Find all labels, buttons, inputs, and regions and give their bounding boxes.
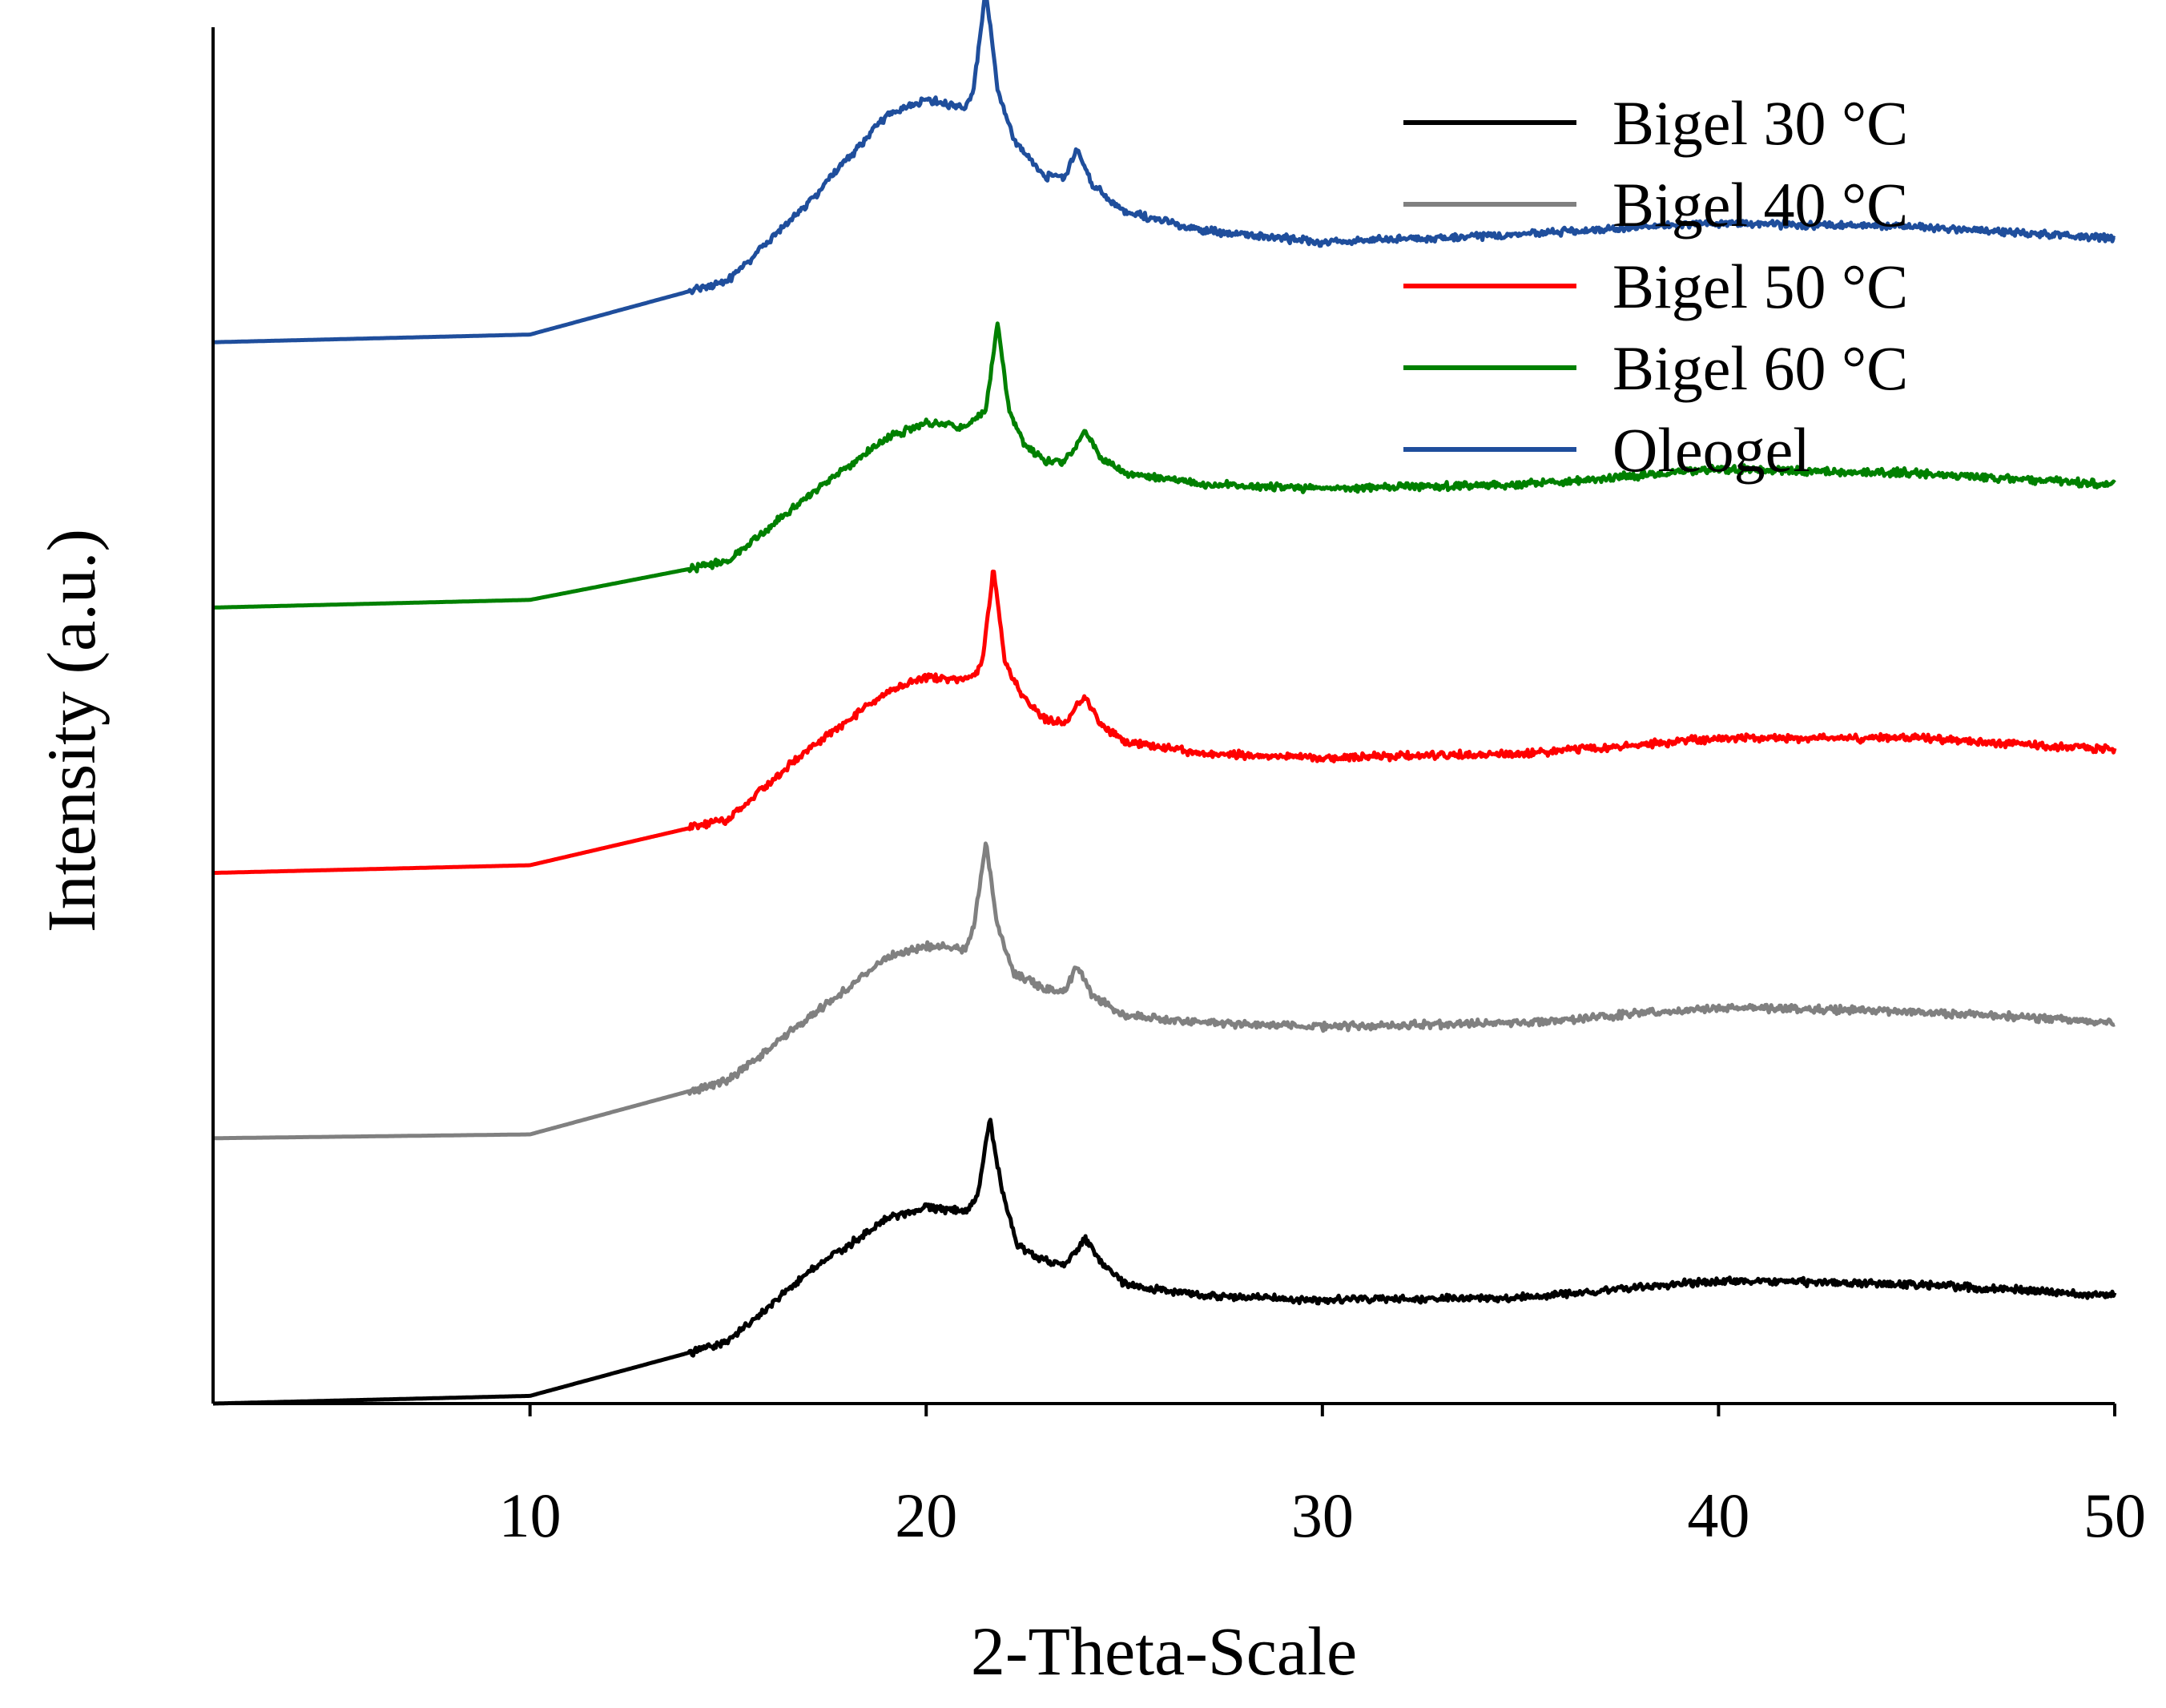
x-tick-label: 20 bbox=[895, 1480, 957, 1550]
series-line-3 bbox=[212, 570, 2117, 876]
series-line-5 bbox=[212, 0, 2116, 344]
legend: Bigel 30 °C Bigel 40 °C Bigel 50 °C Bigel 6… bbox=[1403, 88, 1908, 485]
series-line-2 bbox=[212, 841, 2116, 1141]
legend-label-1: Bigel 30 °C bbox=[1612, 88, 1908, 158]
legend-label-2: Bigel 40 °C bbox=[1612, 170, 1908, 240]
x-ticks: 10 20 30 40 50 bbox=[499, 1404, 2146, 1550]
x-axis-title: 2-Theta-Scale bbox=[971, 1613, 1357, 1690]
y-axis-title: Intensity (a.u.) bbox=[33, 529, 110, 933]
series-layer bbox=[212, 0, 2117, 1406]
x-tick-label: 50 bbox=[2083, 1480, 2146, 1550]
series-line-4 bbox=[212, 321, 2116, 610]
legend-label-5: Oleogel bbox=[1612, 415, 1810, 485]
series-line-1 bbox=[212, 1118, 2117, 1406]
legend-label-4: Bigel 60 °C bbox=[1612, 333, 1908, 403]
legend-label-3: Bigel 50 °C bbox=[1612, 252, 1908, 321]
x-tick-label: 30 bbox=[1291, 1480, 1354, 1550]
x-tick-label: 10 bbox=[499, 1480, 562, 1550]
x-tick-label: 40 bbox=[1687, 1480, 1749, 1550]
